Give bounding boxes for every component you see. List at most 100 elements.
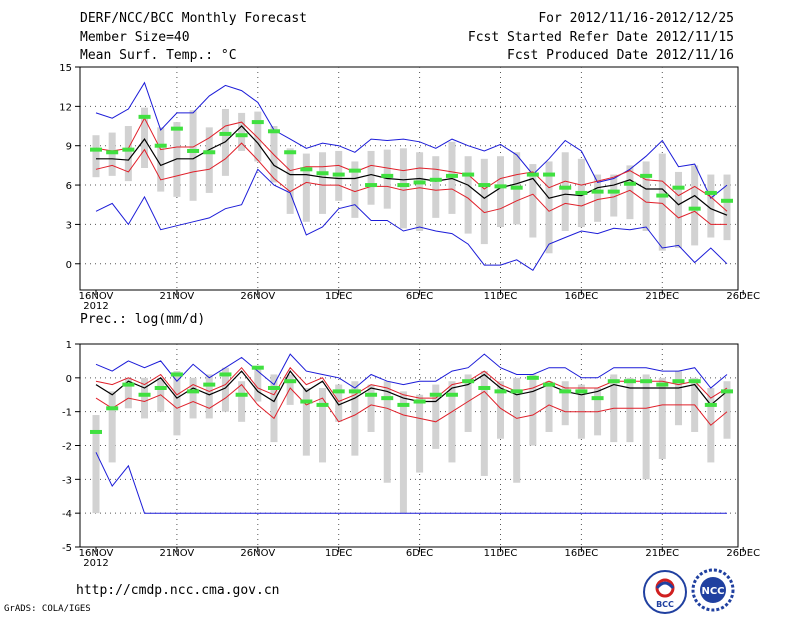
temp-median-mark — [510, 185, 523, 190]
temp-spread-box — [157, 127, 165, 192]
temp-minus_std-line — [95, 142, 727, 225]
precip-median-mark — [348, 389, 361, 394]
temp-median-mark — [640, 173, 653, 178]
temp-spread-box — [545, 161, 553, 254]
precip-spread-box — [319, 387, 327, 463]
temp-ytick-label: 9 — [66, 142, 72, 153]
temp-median-mark — [106, 150, 119, 155]
precip-spread-box — [529, 374, 537, 446]
precip-spread-box — [497, 381, 504, 439]
precip-xtick-label: 1DEC — [325, 548, 352, 559]
temp-median-mark — [284, 150, 297, 155]
precip-spread-box — [448, 381, 456, 463]
precip-minus_std-line — [95, 383, 728, 426]
temp-median-mark — [559, 185, 572, 190]
grads-credit: GrADS: COLA/IGES — [4, 604, 91, 614]
precip-max-line — [95, 353, 728, 389]
bcc-logo: BCC — [643, 570, 687, 614]
temp-spread-box — [480, 158, 488, 245]
precip-spread-box — [205, 374, 213, 419]
precip-median-mark — [543, 382, 556, 387]
temp-spread-box — [173, 122, 181, 197]
precip-spread-box — [238, 381, 246, 422]
temp-min-line — [95, 168, 728, 271]
temp-median-mark — [251, 120, 264, 125]
temp-median-mark — [413, 180, 426, 185]
member-size: Member Size=40 — [80, 30, 190, 45]
temp-median-mark — [187, 148, 200, 153]
temp-median-mark — [721, 198, 734, 203]
precip-median-mark — [526, 375, 539, 380]
temp-median-mark — [300, 167, 313, 172]
precip-ytick-label: -3 — [62, 475, 72, 486]
precip-spread-box — [254, 367, 262, 402]
temp-spread-box — [319, 152, 327, 214]
temp-median-mark — [90, 147, 102, 152]
precip-median-mark — [623, 379, 636, 384]
precip-median-mark — [721, 389, 734, 394]
temp-spread-box — [464, 156, 472, 234]
temp-xtick-label: 16NOV — [79, 291, 114, 302]
temp-ytick-label: 6 — [66, 181, 72, 192]
temp-median-mark — [462, 172, 475, 177]
temp-spread-box — [691, 165, 699, 246]
temp-median-mark — [267, 129, 280, 134]
temp-spread-box — [497, 156, 504, 228]
precip-plus_std-line — [95, 366, 728, 403]
precip-median-mark — [106, 406, 119, 411]
precip-spread-box — [141, 377, 149, 419]
temp-median-mark — [672, 185, 685, 190]
precip-median-mark — [365, 392, 378, 397]
temp-ytick-label: 15 — [59, 63, 72, 74]
precip-spread-box — [383, 381, 391, 483]
temp-median-mark — [607, 189, 620, 194]
precip-median-mark — [413, 399, 426, 404]
precip-median-mark — [672, 379, 685, 384]
temp-spread-box — [626, 165, 634, 220]
precip-spread-box — [189, 377, 197, 419]
variable-label: Mean Surf. Temp.: °C — [80, 48, 237, 63]
temp-median-mark — [219, 131, 232, 136]
temp-spread-box — [707, 174, 715, 238]
source-url[interactable]: http://cmdp.ncc.cma.gov.cn — [76, 583, 280, 598]
temp-ytick-label: 0 — [66, 260, 72, 271]
precip-spread-box — [286, 374, 294, 405]
temp-ytick-label: 3 — [66, 220, 72, 231]
temp-xtick-label: 21DEC — [645, 291, 679, 302]
precip-median-mark — [591, 396, 604, 401]
precip-ytick-label: -2 — [62, 442, 72, 453]
precip-min-line — [95, 452, 727, 514]
precip-xtick-label: 26DEC — [726, 548, 760, 559]
precip-spread-box — [561, 381, 569, 426]
precip-ytick-label: -5 — [62, 543, 72, 554]
temp-spread-box — [529, 164, 537, 238]
precip-median-mark — [704, 402, 717, 407]
temp-median-mark — [203, 150, 216, 155]
precip-ytick-label: 1 — [66, 340, 72, 351]
precip-spread-box — [92, 415, 100, 514]
temp-median-mark — [543, 172, 556, 177]
temp-median-mark — [591, 189, 604, 194]
temp-spread-box — [302, 153, 310, 222]
temp-spread-box — [610, 174, 618, 217]
temp-median-mark — [445, 173, 458, 178]
temp-median-mark — [381, 173, 394, 178]
precip-median-mark — [122, 382, 135, 387]
precip-median-mark — [300, 399, 313, 404]
temp-median-mark — [478, 183, 491, 188]
temp-spread-box — [658, 153, 666, 251]
temp-xtick-label: 6DEC — [406, 291, 433, 302]
temp-median-mark — [138, 114, 151, 119]
precip-spread-box — [416, 394, 424, 473]
temp-xtick-label: 21NOV — [160, 291, 195, 302]
temp-spread-box — [124, 126, 132, 182]
temp-median-mark — [316, 171, 329, 176]
temp-median-mark — [429, 177, 442, 182]
temp-spread-box — [594, 174, 602, 222]
precip-xtick-label: 16DEC — [565, 548, 599, 559]
precip-median-mark — [607, 379, 620, 384]
temp-spread-box — [399, 148, 407, 229]
precip-spread-box — [480, 371, 488, 476]
temp-median-mark — [575, 190, 588, 195]
temp-median-mark — [332, 172, 345, 177]
